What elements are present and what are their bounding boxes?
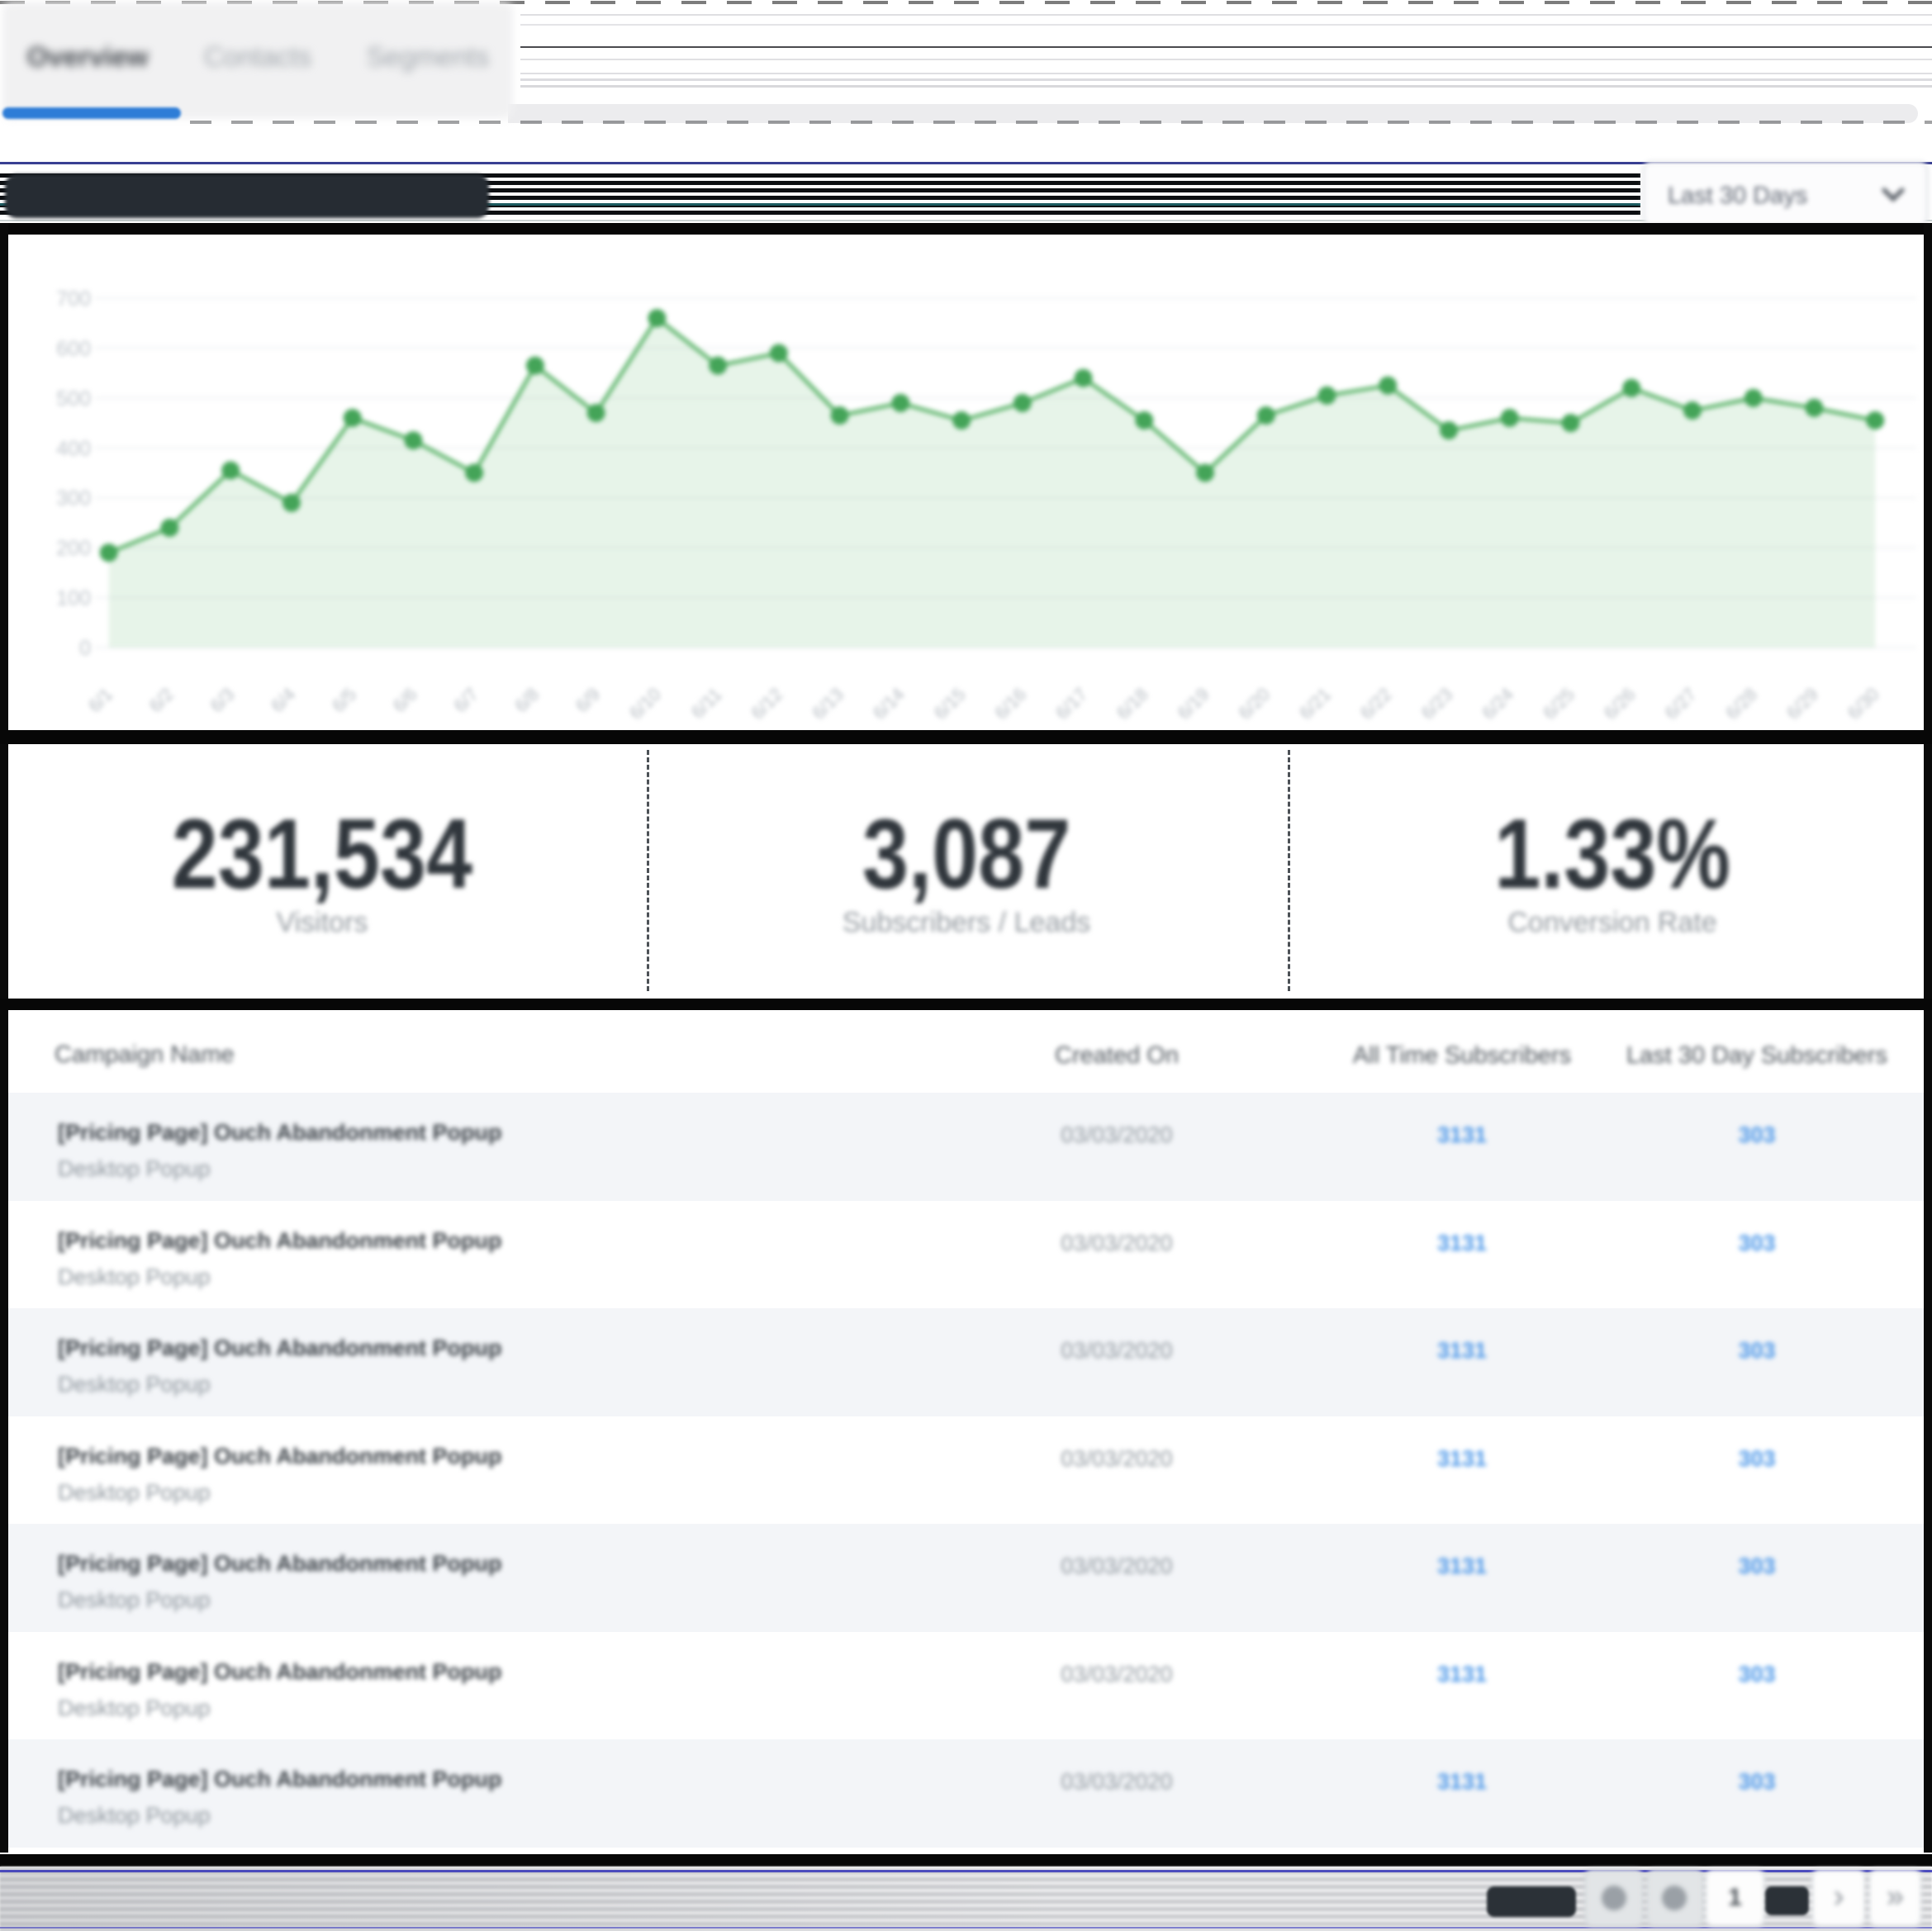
svg-text:6/15: 6/15 [930,684,970,724]
svg-text:6/6: 6/6 [389,684,421,716]
svg-text:6/26: 6/26 [1600,684,1640,724]
svg-text:6/25: 6/25 [1539,684,1578,724]
svg-text:0: 0 [79,637,91,660]
svg-text:6/1: 6/1 [84,684,116,716]
svg-text:6/28: 6/28 [1721,684,1761,724]
svg-text:6/8: 6/8 [510,684,543,716]
svg-text:6/4: 6/4 [267,684,299,716]
svg-text:6/18: 6/18 [1113,684,1152,724]
svg-text:6/11: 6/11 [687,684,726,723]
svg-text:500: 500 [56,387,91,410]
svg-text:6/19: 6/19 [1174,684,1213,724]
svg-text:6/16: 6/16 [990,684,1030,724]
svg-text:6/12: 6/12 [747,684,786,724]
svg-text:100: 100 [56,587,91,610]
svg-text:200: 200 [56,537,91,560]
svg-text:6/14: 6/14 [869,684,909,724]
svg-text:6/5: 6/5 [328,684,360,716]
svg-text:6/7: 6/7 [449,684,482,716]
svg-text:6/2: 6/2 [145,684,178,716]
svg-text:6/21: 6/21 [1295,684,1335,724]
svg-text:6/27: 6/27 [1660,684,1700,724]
svg-text:6/29: 6/29 [1782,684,1822,724]
svg-text:700: 700 [56,287,91,311]
svg-text:6/3: 6/3 [206,684,238,716]
svg-text:600: 600 [56,337,91,360]
svg-text:6/17: 6/17 [1051,684,1091,724]
svg-text:6/24: 6/24 [1478,684,1517,724]
svg-text:6/10: 6/10 [625,684,665,724]
svg-text:6/23: 6/23 [1417,684,1457,724]
svg-text:6/30: 6/30 [1844,684,1883,724]
svg-text:400: 400 [56,437,91,460]
svg-text:6/20: 6/20 [1234,684,1274,724]
svg-text:300: 300 [56,487,91,510]
svg-text:6/9: 6/9 [572,684,604,716]
svg-text:6/13: 6/13 [808,684,847,724]
svg-text:6/22: 6/22 [1356,684,1396,724]
